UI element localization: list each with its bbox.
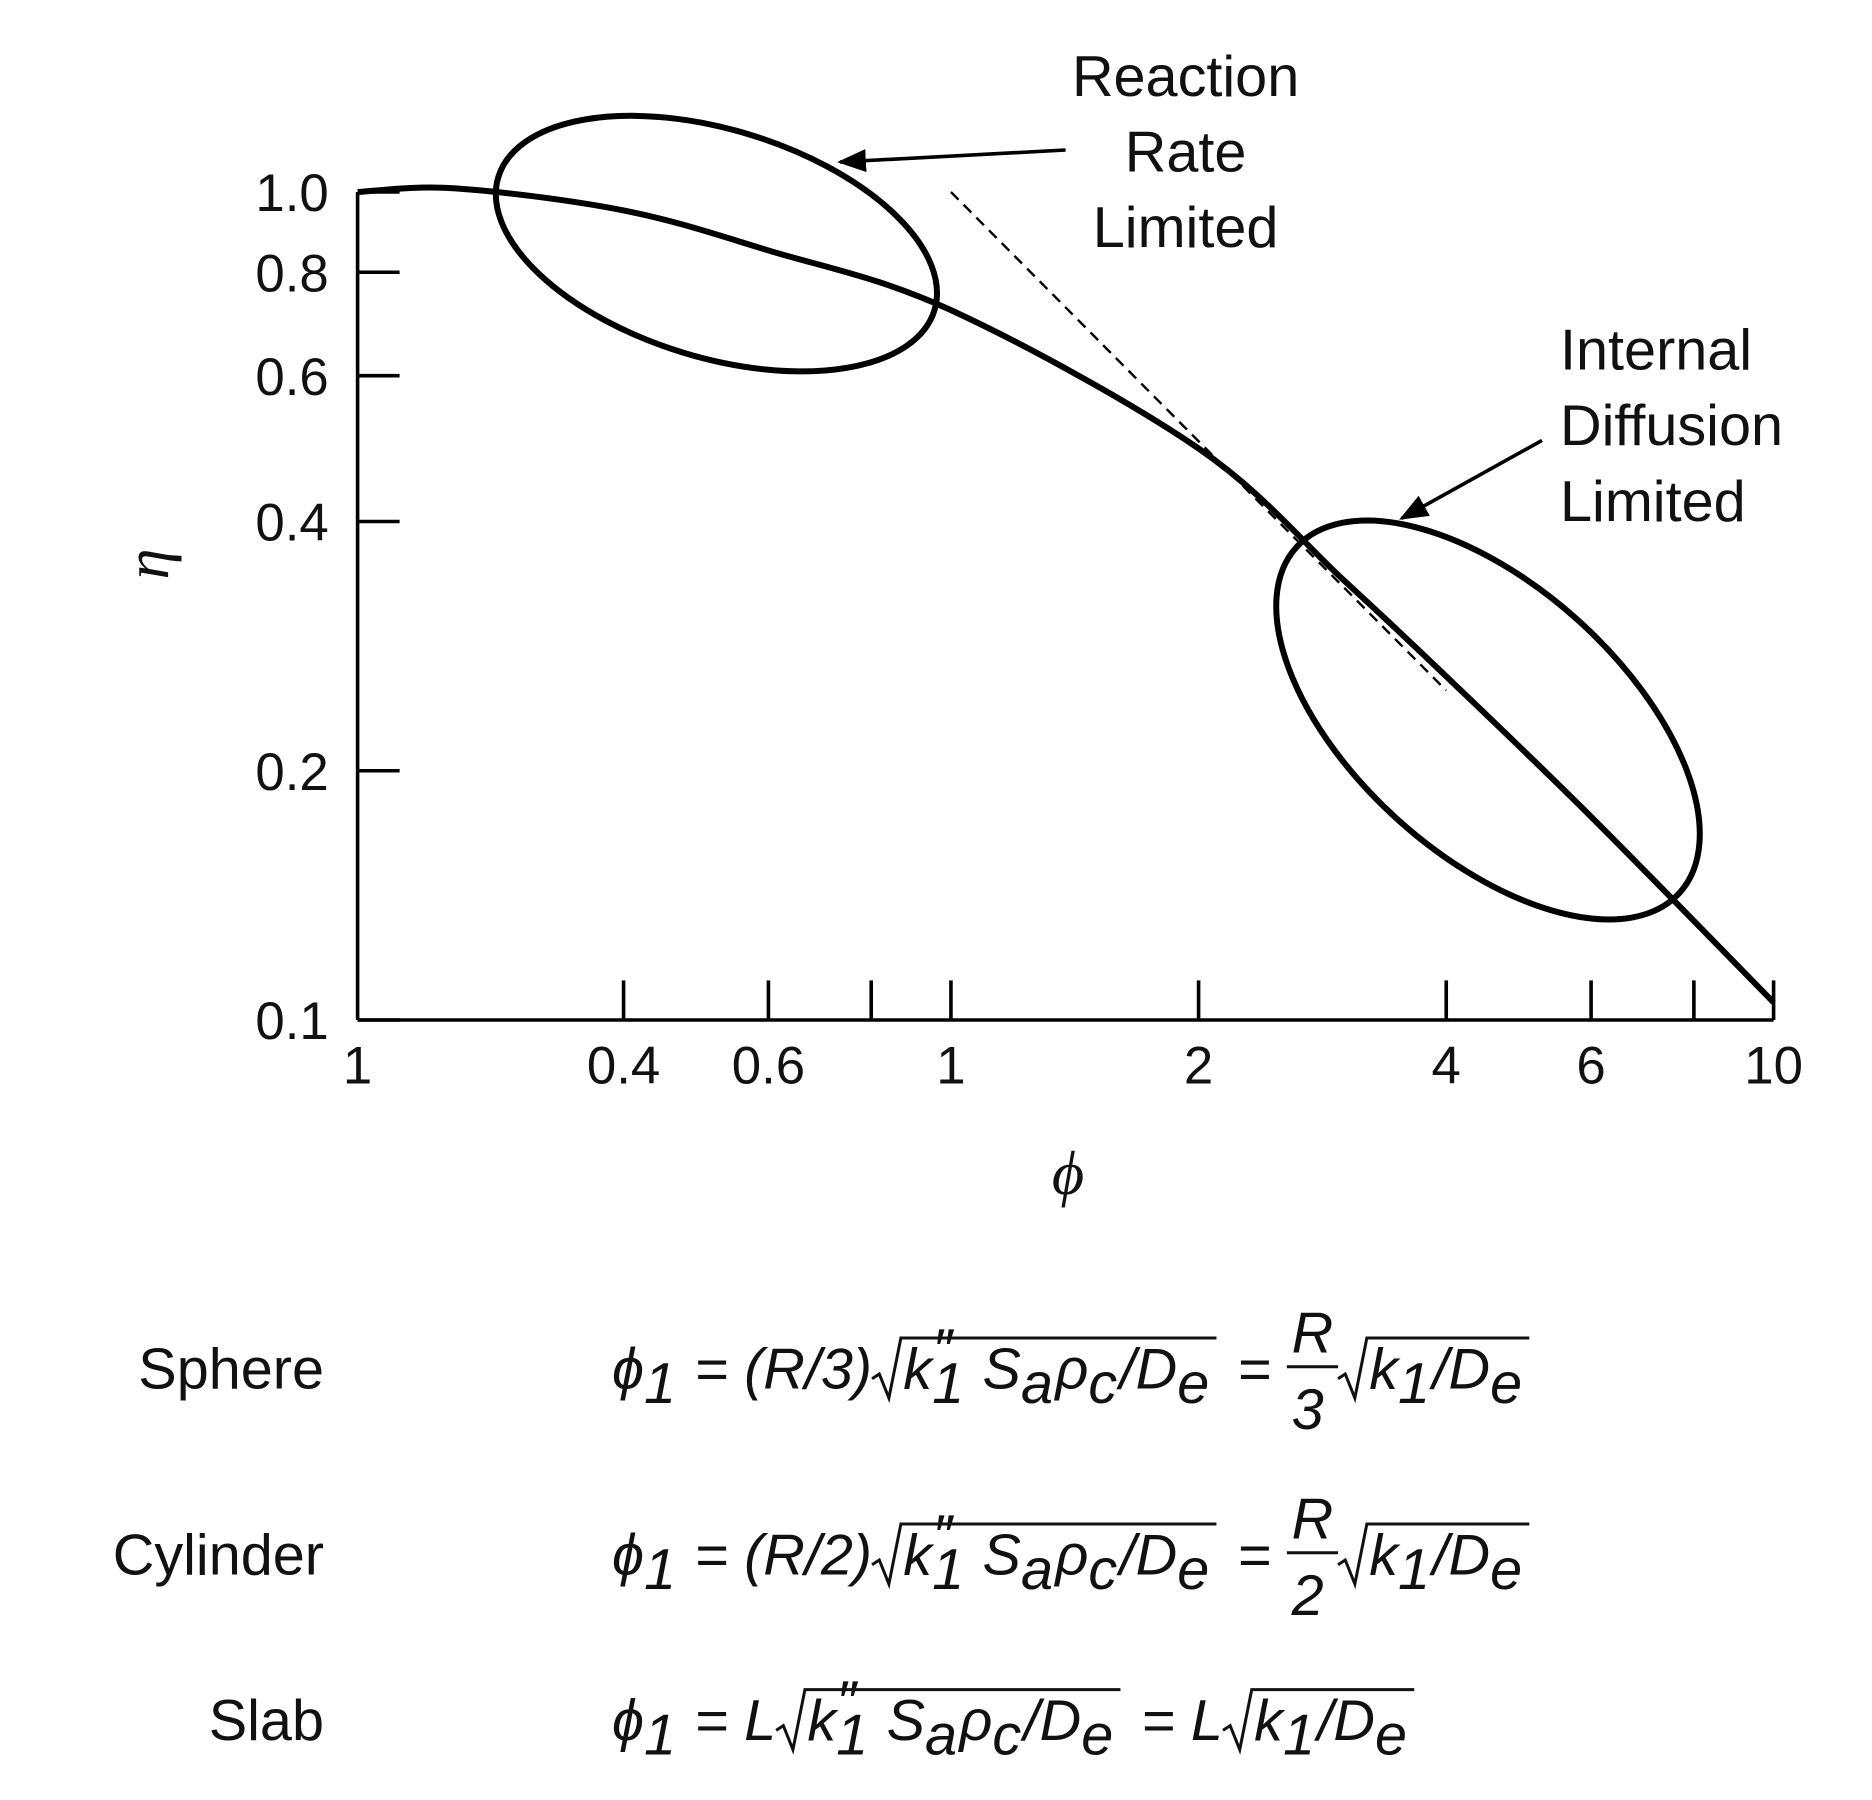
equation-text: k bbox=[1369, 1523, 1401, 1587]
equation-text: R bbox=[1292, 1301, 1334, 1365]
equation-text: k bbox=[807, 1689, 839, 1753]
shape-label: Sphere bbox=[138, 1337, 324, 1401]
equation-text: 1 bbox=[1398, 1538, 1430, 1602]
equation-text: = bbox=[1221, 1337, 1287, 1401]
annotation: Reaction bbox=[1072, 45, 1299, 109]
equation-text: c bbox=[992, 1703, 1021, 1767]
equation-text: c bbox=[1088, 1538, 1117, 1602]
annotation: Limited bbox=[1093, 196, 1279, 260]
equation-text: = (R/3) bbox=[678, 1337, 872, 1401]
equation-text: c bbox=[1088, 1352, 1117, 1416]
equation-text: S bbox=[983, 1337, 1021, 1401]
radical bbox=[1337, 1336, 1530, 1404]
equation-text: = (R/2) bbox=[678, 1523, 872, 1587]
annotation: Internal bbox=[1560, 319, 1752, 383]
plot-root: ϕ η 1 0.10.20.40.60.81.00.4 0.6 1 2 4 6 10Reac… bbox=[113, 45, 1803, 1767]
equation-text: D bbox=[1136, 1337, 1178, 1401]
arrow bbox=[837, 148, 1066, 173]
equation-text: ″ bbox=[836, 1670, 859, 1734]
equation-text: e bbox=[1375, 1703, 1407, 1767]
equation-text: S bbox=[887, 1689, 925, 1753]
radical bbox=[775, 1688, 1121, 1755]
equation-text: k bbox=[903, 1337, 935, 1401]
equation-text bbox=[967, 1523, 983, 1587]
y-tick-label: 0.2 bbox=[255, 743, 328, 802]
equation-text: 1 bbox=[644, 1538, 676, 1602]
x-tick-label: 0.4 bbox=[587, 1037, 660, 1096]
equation-text: R bbox=[1292, 1487, 1334, 1551]
y-axis-title: η bbox=[113, 549, 182, 580]
equation-text: D bbox=[1333, 1689, 1375, 1753]
equation-text: k bbox=[903, 1523, 935, 1587]
equation-text: D bbox=[1449, 1523, 1491, 1587]
equation-text: ϕ bbox=[612, 1337, 644, 1401]
equation-text: S bbox=[983, 1523, 1021, 1587]
shape-label: Cylinder bbox=[113, 1523, 324, 1587]
equation-text: ϕ bbox=[612, 1689, 644, 1753]
equation-text bbox=[871, 1689, 887, 1753]
equation-text: 2 bbox=[1291, 1564, 1324, 1628]
curve bbox=[357, 184, 1776, 1005]
equation-text: ϕ bbox=[612, 1523, 644, 1587]
equation-text: a bbox=[1021, 1352, 1053, 1416]
x-tick-label: 4 bbox=[1432, 1037, 1461, 1096]
annotation: Rate bbox=[1125, 121, 1247, 185]
equation-text: k bbox=[1369, 1337, 1401, 1401]
equation-text: D bbox=[1449, 1337, 1491, 1401]
equation-text: = bbox=[1221, 1523, 1287, 1587]
arrow bbox=[1399, 438, 1543, 520]
equation-text: 3 bbox=[1292, 1378, 1324, 1442]
equation-text: e bbox=[1490, 1352, 1522, 1416]
equation-text: D bbox=[1136, 1523, 1178, 1587]
equation-text: e bbox=[1177, 1352, 1209, 1416]
equation-text: 1 bbox=[1283, 1703, 1315, 1767]
equation-text bbox=[967, 1337, 983, 1401]
y-tick-label: 0.4 bbox=[255, 494, 328, 553]
equation-text: ″ bbox=[932, 1318, 955, 1382]
equation-text: e bbox=[1081, 1703, 1113, 1767]
equation-text: k bbox=[1254, 1689, 1286, 1753]
equation-text: ρ bbox=[1053, 1523, 1088, 1587]
equation-text: e bbox=[1177, 1538, 1209, 1602]
x-tick-label: 6 bbox=[1576, 1037, 1605, 1096]
x-axis-title: ϕ bbox=[1052, 1139, 1084, 1208]
equation-text: = L bbox=[1125, 1689, 1223, 1753]
x-tick-label: 2 bbox=[1184, 1037, 1213, 1096]
equation-text: e bbox=[1490, 1538, 1522, 1602]
equation-text: ″ bbox=[932, 1504, 955, 1568]
x-tick-label: 1 bbox=[936, 1037, 965, 1096]
equation-text: 1 bbox=[644, 1703, 676, 1767]
equation-text: a bbox=[1021, 1538, 1053, 1602]
annotation: Limited bbox=[1560, 470, 1746, 534]
x-start-label: 1 bbox=[343, 1037, 372, 1096]
equation-text: ρ bbox=[1053, 1337, 1088, 1401]
equation-text: D bbox=[1040, 1689, 1082, 1753]
equation-text: 1 bbox=[1398, 1352, 1430, 1416]
equation-text: = L bbox=[678, 1689, 776, 1753]
equation-text: ρ bbox=[957, 1689, 992, 1753]
shape-label: Slab bbox=[209, 1689, 324, 1753]
equation-text: 1 bbox=[932, 1538, 964, 1602]
region-ellipse bbox=[1273, 517, 1703, 923]
y-tick-label: 0.6 bbox=[255, 348, 328, 407]
radical bbox=[871, 1522, 1217, 1590]
annotation: Diffusion bbox=[1560, 394, 1783, 458]
region-ellipse bbox=[492, 112, 940, 375]
equation-text: a bbox=[925, 1703, 957, 1767]
equation-text: 1 bbox=[932, 1352, 964, 1416]
y-tick-label: 1.0 bbox=[255, 164, 328, 223]
y-tick-label: 0.1 bbox=[255, 992, 328, 1051]
radical bbox=[871, 1336, 1217, 1404]
radical bbox=[1337, 1522, 1530, 1590]
x-tick-label: 0.6 bbox=[732, 1037, 805, 1096]
equation-text: 1 bbox=[644, 1352, 676, 1416]
asymptote-line bbox=[950, 191, 1448, 692]
equation-text: 1 bbox=[836, 1703, 868, 1767]
radical bbox=[1222, 1688, 1415, 1755]
x-tick-label: 10 bbox=[1744, 1037, 1803, 1096]
y-tick-label: 0.8 bbox=[255, 244, 328, 303]
